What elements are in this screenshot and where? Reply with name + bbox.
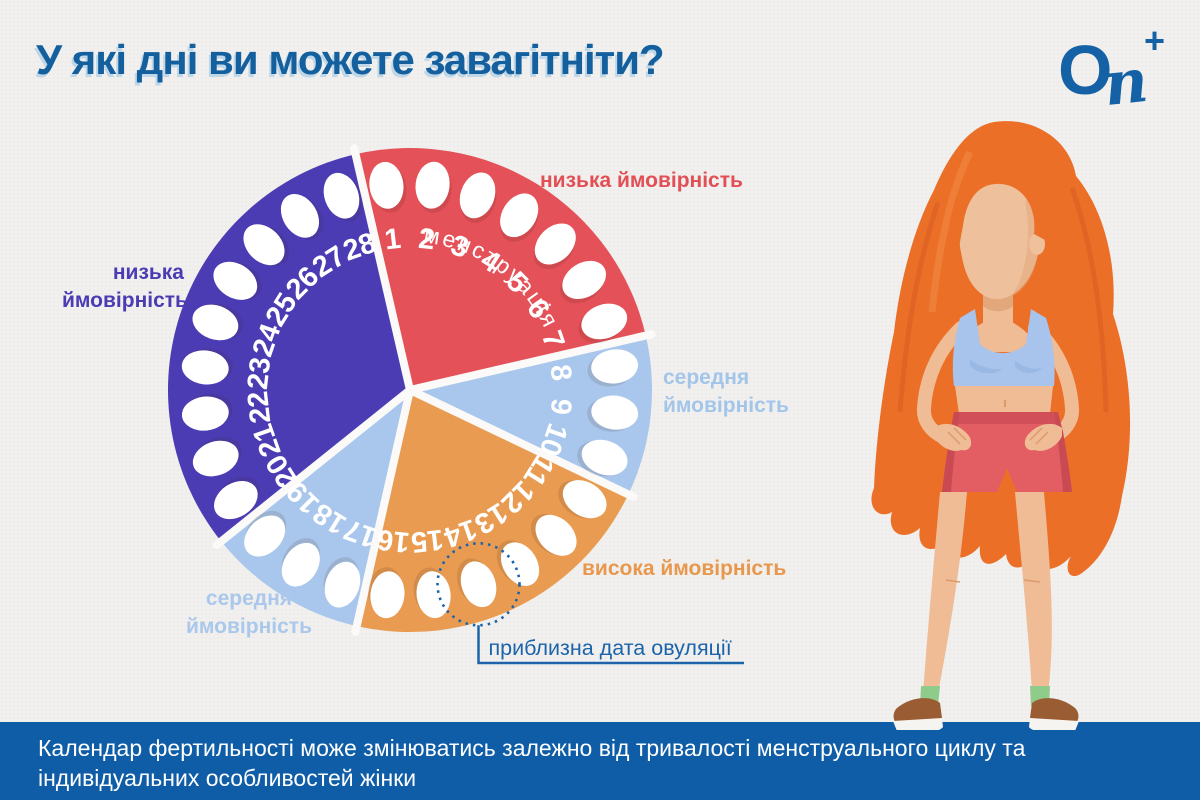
logo-letter-o: O	[1058, 31, 1113, 109]
chest	[962, 318, 1034, 352]
wheel-segment-3	[356, 390, 629, 633]
day-number: 23	[242, 356, 277, 392]
segment-gap	[406, 386, 638, 501]
hair-side-lock	[1032, 190, 1055, 298]
day-pill	[280, 194, 320, 238]
day-number: 2	[417, 223, 437, 257]
left-leg	[923, 492, 967, 693]
label-high-probability: висока ймовірність	[582, 557, 787, 580]
label-low-probability-left: низька ймовірність	[62, 261, 188, 313]
day-pill	[500, 542, 540, 586]
face-shading	[1010, 194, 1040, 297]
wheel-segment-1	[355, 148, 646, 390]
segment-gap	[351, 386, 414, 636]
day-pill	[181, 350, 229, 385]
day-pill	[324, 561, 361, 608]
left-shoe-sole	[893, 718, 943, 730]
day-group: 1	[369, 161, 407, 257]
day-pill	[460, 561, 497, 608]
woman-illustration	[871, 121, 1131, 730]
wheel-segment-4	[221, 390, 410, 627]
brand-logo: O n +	[1052, 20, 1177, 122]
day-pill	[534, 223, 576, 265]
logo-plus-icon: +	[1144, 20, 1166, 61]
day-group: 2	[415, 161, 452, 257]
right-leg	[1015, 492, 1052, 693]
hair-highlight-strand	[928, 150, 974, 313]
day-pill	[591, 349, 639, 384]
day-pill	[214, 480, 258, 520]
label-medium-probability-right: середня ймовірність	[663, 366, 789, 418]
segment-gap	[406, 330, 656, 394]
day-number: 16	[376, 523, 412, 558]
day-pill	[192, 304, 239, 341]
segment-gap	[350, 144, 414, 394]
hair-shadow-strand	[897, 201, 941, 413]
day-number: 15	[409, 523, 445, 558]
day-pill	[213, 261, 258, 300]
day-pill	[181, 396, 229, 431]
left-arm	[916, 321, 968, 444]
hair-shadow-strand	[1069, 187, 1109, 413]
day-group: 16	[368, 523, 412, 619]
face	[957, 174, 1042, 300]
day-pill	[369, 161, 404, 209]
day-pill	[243, 224, 285, 266]
day-group: 15	[409, 523, 451, 619]
knee-lines	[945, 579, 1041, 583]
day-pill	[416, 571, 451, 619]
shorts-waistband	[952, 412, 1060, 424]
day-pill	[415, 161, 450, 209]
day-group: 5	[500, 223, 576, 300]
ovulation-label: приблизна дата овуляції	[489, 636, 732, 660]
day-number: 1	[383, 223, 403, 257]
day-pill	[192, 440, 239, 477]
day-pill	[562, 260, 606, 300]
day-group: 6	[520, 260, 606, 325]
day-pill	[562, 480, 607, 519]
day-pill	[459, 172, 496, 219]
tank-top-shade	[970, 360, 1042, 374]
day-group: 12	[495, 474, 577, 556]
footer-text-line1: Календар фертильності може змінюватись з…	[38, 735, 1026, 761]
segment-gap	[212, 386, 414, 550]
right-shoe-sole	[1029, 718, 1079, 730]
day-group: 23	[181, 348, 277, 392]
day-pill	[591, 395, 639, 430]
footer-banner: Календар фертильності може змінюватись з…	[0, 722, 1200, 800]
label-medium-probability-bottom: середня ймовірність	[186, 587, 312, 639]
day-pill	[535, 514, 577, 556]
label-low-probability-top: низька ймовірність	[540, 169, 743, 192]
page-title: У які дні ви можете завагітніти?	[36, 36, 665, 83]
ovulation-callout-line	[477, 625, 744, 665]
day-group: 8	[544, 349, 639, 387]
day-pill	[323, 172, 360, 219]
day-number: 9	[544, 397, 578, 417]
day-pill	[581, 303, 628, 340]
hair-fringe	[947, 168, 1046, 268]
day-group: 22	[181, 389, 277, 431]
ovulation-dotted-circle	[436, 541, 521, 627]
day-group: 4	[475, 193, 539, 279]
day-pill	[244, 515, 286, 557]
day-number: 22	[242, 389, 277, 425]
shorts-side-shade	[942, 412, 1072, 492]
day-pill	[500, 193, 539, 238]
finger-lines	[947, 427, 1049, 445]
day-group: 9	[544, 395, 639, 432]
day-number: 8	[544, 363, 578, 383]
footer-text-line2: індивідуальних особливостей жінки	[38, 765, 417, 791]
ear	[1029, 233, 1045, 255]
day-pill	[281, 542, 320, 587]
day-pill	[581, 439, 628, 476]
day-pill	[370, 571, 405, 619]
